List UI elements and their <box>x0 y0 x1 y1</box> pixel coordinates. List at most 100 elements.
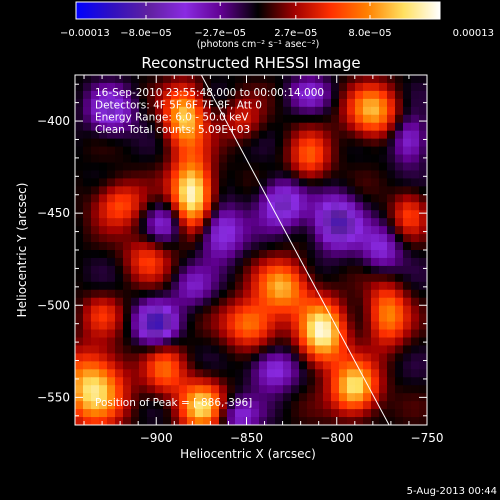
heatmap-cell <box>139 186 148 195</box>
heatmap-cell <box>251 377 260 386</box>
heatmap-cell <box>315 226 324 235</box>
heatmap-cell <box>315 257 324 267</box>
heatmap-cell <box>211 289 220 299</box>
heatmap-cell <box>211 281 220 291</box>
heatmap-cell <box>147 353 156 362</box>
heatmap-cell <box>131 106 140 116</box>
heatmap-cell <box>163 321 172 331</box>
heatmap-cell <box>419 114 427 124</box>
heatmap-cell <box>395 409 404 418</box>
heatmap-cell <box>387 186 396 195</box>
heatmap-cell <box>251 75 260 84</box>
heatmap-cell <box>163 297 172 307</box>
heatmap-cell <box>243 329 252 339</box>
heatmap-cell <box>251 226 260 235</box>
heatmap-cell <box>235 417 244 425</box>
heatmap-cell <box>283 305 292 315</box>
heatmap-cell <box>107 329 116 339</box>
heatmap-cell <box>299 218 308 227</box>
heatmap-cell <box>123 369 132 378</box>
heatmap-cell <box>227 90 236 100</box>
heatmap-cell <box>411 218 420 227</box>
heatmap-cell <box>251 138 260 148</box>
heatmap-cell <box>171 226 180 235</box>
heatmap-cell <box>235 345 244 354</box>
heatmap-cell <box>203 313 212 323</box>
heatmap-cell <box>411 313 420 323</box>
heatmap-cell <box>323 75 332 84</box>
heatmap-cell <box>403 305 412 315</box>
heatmap-cell <box>179 242 188 251</box>
heatmap-cell <box>283 98 292 108</box>
heatmap-cell <box>331 353 340 362</box>
heatmap-cell <box>259 313 268 323</box>
heatmap-cell <box>99 194 108 203</box>
heatmap-cell <box>155 345 164 354</box>
heatmap-cell <box>83 417 92 425</box>
heatmap-cell <box>107 297 116 307</box>
heatmap-cell <box>251 257 260 267</box>
heatmap-cell <box>227 329 236 339</box>
heatmap-cell <box>91 409 100 418</box>
heatmap-cell <box>131 234 140 243</box>
heatmap-cell <box>339 130 348 140</box>
heatmap-cell <box>307 369 316 378</box>
heatmap-cell <box>283 90 292 100</box>
heatmap-cell <box>203 329 212 339</box>
heatmap-cell <box>323 162 332 172</box>
heatmap-cell <box>315 281 324 291</box>
heatmap-cell <box>243 90 252 100</box>
heatmap-cell <box>243 202 252 211</box>
heatmap-cell <box>355 146 364 156</box>
heatmap-cell <box>179 122 188 132</box>
heatmap-cell <box>339 210 348 219</box>
heatmap-cell <box>355 138 364 148</box>
heatmap-cell <box>243 226 252 235</box>
heatmap-cell <box>147 106 156 116</box>
heatmap-cell <box>283 202 292 211</box>
heatmap-cell <box>147 393 156 402</box>
heatmap-cell <box>355 377 364 386</box>
heatmap-cell <box>395 305 404 315</box>
heatmap-cell <box>171 154 180 164</box>
heatmap-cell <box>419 305 427 315</box>
heatmap-cell <box>163 369 172 378</box>
heatmap-cell <box>283 377 292 386</box>
heatmap-cell <box>275 90 284 100</box>
heatmap-cell <box>419 345 427 354</box>
heatmap-cell <box>227 321 236 331</box>
heatmap-cell <box>251 329 260 339</box>
heatmap-cell <box>379 106 388 116</box>
heatmap-cell <box>307 186 316 195</box>
heatmap-cell <box>291 401 300 410</box>
heatmap-cell <box>403 409 412 418</box>
heatmap-cell <box>131 257 140 267</box>
heatmap-cell <box>203 377 212 386</box>
heatmap-cell <box>123 234 132 243</box>
heatmap-cell <box>403 417 412 425</box>
heatmap-cell <box>315 305 324 315</box>
heatmap-cell <box>107 82 116 92</box>
heatmap-cell <box>363 138 372 148</box>
heatmap-cell <box>331 122 340 132</box>
heatmap-cell <box>91 75 100 84</box>
heatmap-cell <box>107 234 116 243</box>
heatmap-cell <box>323 242 332 251</box>
heatmap-cell <box>195 417 204 425</box>
heatmap-cell <box>83 130 92 140</box>
heatmap-cell <box>387 75 396 84</box>
heatmap-cell <box>75 273 84 283</box>
heatmap-cell <box>371 377 380 386</box>
heatmap-cell <box>91 138 100 148</box>
heatmap-cell <box>211 242 220 251</box>
heatmap-cell <box>115 138 124 148</box>
heatmap-cell <box>243 154 252 164</box>
heatmap-cell <box>187 138 196 148</box>
heatmap-cell <box>355 202 364 211</box>
heatmap-cell <box>307 321 316 331</box>
heatmap-cell <box>179 305 188 315</box>
heatmap-cell <box>155 202 164 211</box>
heatmap-cell <box>99 393 108 402</box>
heatmap-cell <box>291 369 300 378</box>
heatmap-cell <box>355 257 364 267</box>
